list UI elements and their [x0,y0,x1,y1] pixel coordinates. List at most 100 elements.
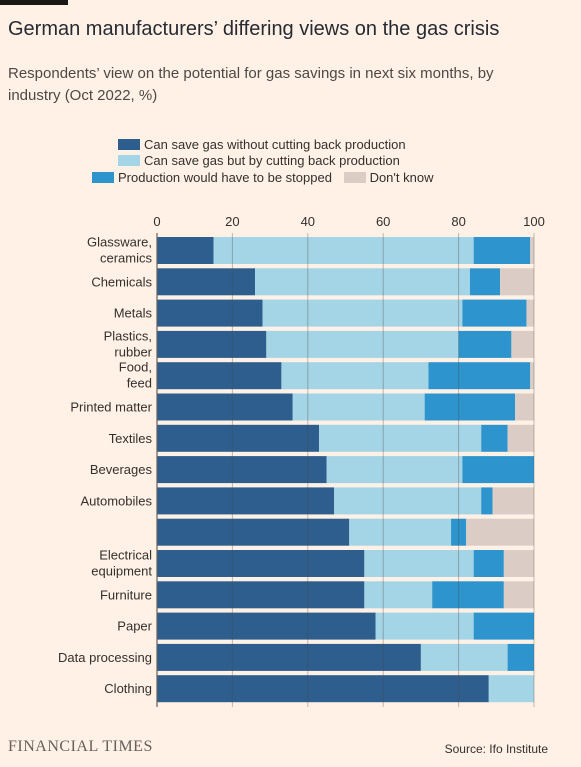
legend-swatch [118,139,140,150]
brand-accent-bar [0,0,68,5]
x-tick-label: 40 [301,214,315,229]
x-tick-label: 0 [153,214,160,229]
bar-segment [157,393,293,421]
x-tick-label: 60 [376,214,390,229]
bar-segment [473,237,531,264]
bar-segment [515,393,534,421]
category-label-line: Glassware, [87,235,152,250]
bar-segment [157,330,267,358]
category-label-line: feed [127,376,152,391]
category-label: Plastics, rubber [104,328,153,359]
bar-segment [157,612,376,640]
category-label: Clothing [104,681,152,696]
bar-segment [503,550,534,577]
bar-segment [526,299,534,327]
bar-segment [481,424,508,452]
bar-segment [481,487,493,515]
bar-segment [492,487,534,515]
category-label: Electrical equipment [91,548,152,579]
bar-segment [266,330,459,358]
category-label: Data processing [58,650,152,665]
bar-segment [473,550,504,577]
category-label-line: equipment [91,564,152,579]
legend-swatch [118,155,140,166]
bar-segment [364,581,433,609]
category-label-line: ceramics [100,251,153,266]
bar-segment [375,612,474,640]
bar-segment [157,237,214,264]
gridlines [156,233,535,707]
bar-segment [349,518,452,546]
bar-segment [507,643,534,671]
category-label: Automobiles [80,493,152,508]
bar-segment [157,675,489,703]
bar-segment [334,487,482,515]
source-note: Source: Ifo Institute [444,742,548,756]
category-label-line: Electrical [99,548,152,563]
x-tick-label: 80 [451,214,465,229]
x-tick-label: 100 [523,214,545,229]
bar-segment [462,456,534,484]
bar-segment [157,268,256,296]
bar-segment [458,330,512,358]
bar-segment [281,362,429,390]
category-label: Furniture [100,587,152,602]
publisher-logo: FINANCIAL TIMES [8,738,153,755]
bar-segment [500,268,534,296]
bar-segment [488,675,534,703]
chart-subtitle: Respondents’ view on the potential for g… [8,65,494,104]
legend-item-stopped: Production would have to be stopped [92,170,332,186]
category-label-line: Food, [119,360,152,375]
legend-swatch [343,172,366,183]
legend-item-dont-know: Don't know [343,170,434,186]
bar-segment [157,518,350,546]
bar-segment [213,237,474,264]
category-label-line: Plastics, [104,328,152,343]
bar-segment [157,550,365,577]
bar-segment [157,643,421,671]
bar-segment [473,612,534,640]
bar-segment [503,581,534,609]
legend-label: Can save gas but by cutting back product… [144,153,400,168]
bar-segment [462,299,527,327]
bar-segment [511,330,534,358]
bar-segment [530,237,534,264]
bar-segment [420,643,508,671]
legend-item-cutting-back: Can save gas but by cutting back product… [118,153,400,169]
bar-segment [157,424,320,452]
legend-item-without-cutting: Can save gas without cutting back produc… [118,137,406,153]
bar-segment [364,550,474,577]
legend-swatch [92,172,114,183]
category-label: Chemicals [91,274,152,289]
chart-title: German manufacturers’ differing views on… [8,18,500,40]
bars-group [157,237,534,703]
category-label: Metals [114,306,153,321]
bar-segment [424,393,516,421]
bar-segment [157,299,263,327]
bar-segment [451,518,467,546]
legend-row-1: Can save gas without cutting back produc… [118,137,414,153]
legend-label: Don't know [369,170,434,185]
legend-label: Production would have to be stopped [118,170,332,185]
bar-segment [292,393,425,421]
bar-segment [507,424,534,452]
category-label-line: rubber [114,344,152,359]
bar-segment [255,268,470,296]
legend-row-2: Can save gas but by cutting back product… [118,153,408,169]
bar-segment [432,581,504,609]
x-tick-label: 20 [225,214,239,229]
bar-segment [319,424,482,452]
bar-segment [262,299,463,327]
bar-segment [466,518,534,546]
category-label: Food, feed [119,360,152,391]
bar-segment [428,362,531,390]
legend-label: Can save gas without cutting back produc… [144,137,406,152]
bar-segment [469,268,501,296]
category-label: Printed matter [70,400,152,415]
bar-segment [157,487,335,515]
category-label: Glassware, ceramics [87,235,153,266]
category-label: Beverages [90,462,153,477]
bar-segment [530,362,534,390]
bar-segment [157,456,327,484]
